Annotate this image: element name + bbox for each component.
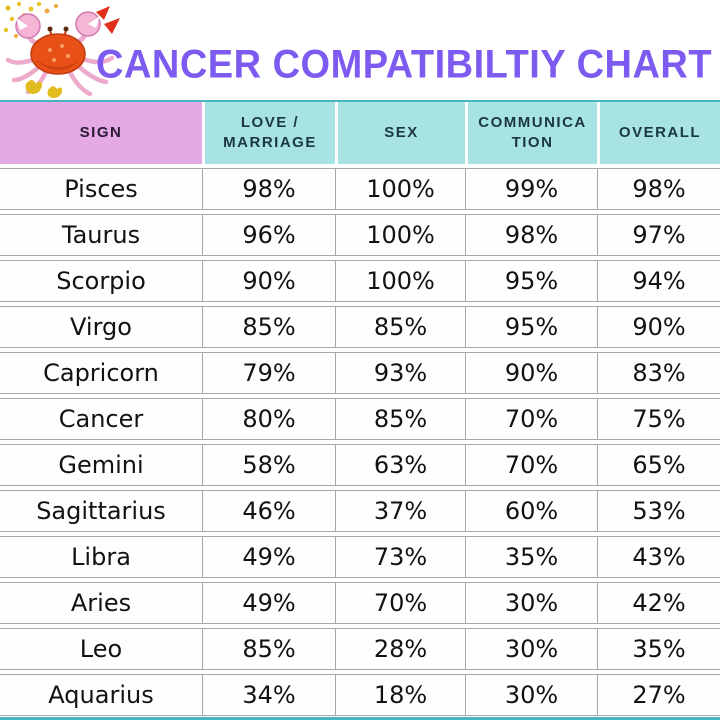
value-cell: 70%: [465, 444, 597, 486]
value-cell: 49%: [202, 536, 335, 578]
value-cell: 90%: [202, 260, 335, 302]
yellow-blob-confetti: [25, 80, 63, 98]
table-row-aries: Aries 49% 70% 30% 42%: [0, 582, 720, 624]
value-cell: 97%: [597, 214, 720, 256]
value-cell: 70%: [465, 398, 597, 440]
table-row-aquarius: Aquarius 34% 18% 30% 27%: [0, 674, 720, 716]
value-cell: 80%: [202, 398, 335, 440]
value-cell: 37%: [335, 490, 465, 532]
column-header-love-marriage: LOVE / MARRIAGE: [202, 102, 335, 164]
value-cell: 28%: [335, 628, 465, 670]
column-header-overall: OVERALL: [597, 102, 720, 164]
table-row-taurus: Taurus 96% 100% 98% 97%: [0, 214, 720, 256]
table-row-leo: Leo 85% 28% 30% 35%: [0, 628, 720, 670]
value-cell: 79%: [202, 352, 335, 394]
value-cell: 63%: [335, 444, 465, 486]
value-cell: 100%: [335, 168, 465, 210]
value-cell: 90%: [597, 306, 720, 348]
table-row-cancer: Cancer 80% 85% 70% 75%: [0, 398, 720, 440]
value-cell: 93%: [335, 352, 465, 394]
value-cell: 90%: [465, 352, 597, 394]
sign-cell: Scorpio: [0, 260, 202, 302]
value-cell: 30%: [465, 628, 597, 670]
header-area: CANCER COMPATIBILTIY CHART: [0, 0, 720, 100]
value-cell: 100%: [335, 214, 465, 256]
column-header-sign: SIGN: [0, 102, 202, 164]
table-row-capricorn: Capricorn 79% 93% 90% 83%: [0, 352, 720, 394]
value-cell: 83%: [597, 352, 720, 394]
crab-body: [30, 33, 86, 75]
confetti-dots: [3, 1, 58, 38]
value-cell: 35%: [597, 628, 720, 670]
value-cell: 94%: [597, 260, 720, 302]
cancer-crab-icon: [0, 0, 240, 100]
value-cell: 65%: [597, 444, 720, 486]
sign-cell: Libra: [0, 536, 202, 578]
value-cell: 30%: [465, 674, 597, 716]
value-cell: 75%: [597, 398, 720, 440]
column-header-communication: COMMUNICA TION: [465, 102, 597, 164]
value-cell: 100%: [335, 260, 465, 302]
sign-cell: Pisces: [0, 168, 202, 210]
value-cell: 46%: [202, 490, 335, 532]
column-header-sex: SEX: [335, 102, 465, 164]
value-cell: 34%: [202, 674, 335, 716]
value-cell: 58%: [202, 444, 335, 486]
compatibility-table: SIGN LOVE / MARRIAGE SEX COMMUNICA TION …: [0, 100, 720, 720]
table-row-virgo: Virgo 85% 85% 95% 90%: [0, 306, 720, 348]
value-cell: 73%: [335, 536, 465, 578]
sign-cell: Aquarius: [0, 674, 202, 716]
value-cell: 95%: [465, 260, 597, 302]
value-cell: 85%: [202, 628, 335, 670]
table-row-libra: Libra 49% 73% 35% 43%: [0, 536, 720, 578]
value-cell: 35%: [465, 536, 597, 578]
table-row-gemini: Gemini 58% 63% 70% 65%: [0, 444, 720, 486]
value-cell: 98%: [202, 168, 335, 210]
value-cell: 95%: [465, 306, 597, 348]
sign-cell: Virgo: [0, 306, 202, 348]
table-row-scorpio: Scorpio 90% 100% 95% 94%: [0, 260, 720, 302]
page-title: CANCER COMPATIBILTIY CHART: [96, 42, 713, 88]
value-cell: 49%: [202, 582, 335, 624]
value-cell: 27%: [597, 674, 720, 716]
value-cell: 85%: [335, 306, 465, 348]
sign-cell: Aries: [0, 582, 202, 624]
value-cell: 99%: [465, 168, 597, 210]
value-cell: 43%: [597, 536, 720, 578]
table-row-sagittarius: Sagittarius 46% 37% 60% 53%: [0, 490, 720, 532]
sign-cell: Sagittarius: [0, 490, 202, 532]
sign-cell: Capricorn: [0, 352, 202, 394]
table-row-pisces: Pisces 98% 100% 99% 98%: [0, 168, 720, 210]
value-cell: 18%: [335, 674, 465, 716]
sign-cell: Leo: [0, 628, 202, 670]
sign-cell: Taurus: [0, 214, 202, 256]
value-cell: 53%: [597, 490, 720, 532]
crab-illustration-svg: [3, 1, 120, 98]
crab-claws: [15, 11, 101, 39]
value-cell: 98%: [465, 214, 597, 256]
value-cell: 85%: [202, 306, 335, 348]
value-cell: 60%: [465, 490, 597, 532]
sign-cell: Cancer: [0, 398, 202, 440]
value-cell: 42%: [597, 582, 720, 624]
sign-cell: Gemini: [0, 444, 202, 486]
value-cell: 96%: [202, 214, 335, 256]
value-cell: 30%: [465, 582, 597, 624]
value-cell: 98%: [597, 168, 720, 210]
table-header-row: SIGN LOVE / MARRIAGE SEX COMMUNICA TION …: [0, 100, 720, 164]
value-cell: 70%: [335, 582, 465, 624]
value-cell: 85%: [335, 398, 465, 440]
